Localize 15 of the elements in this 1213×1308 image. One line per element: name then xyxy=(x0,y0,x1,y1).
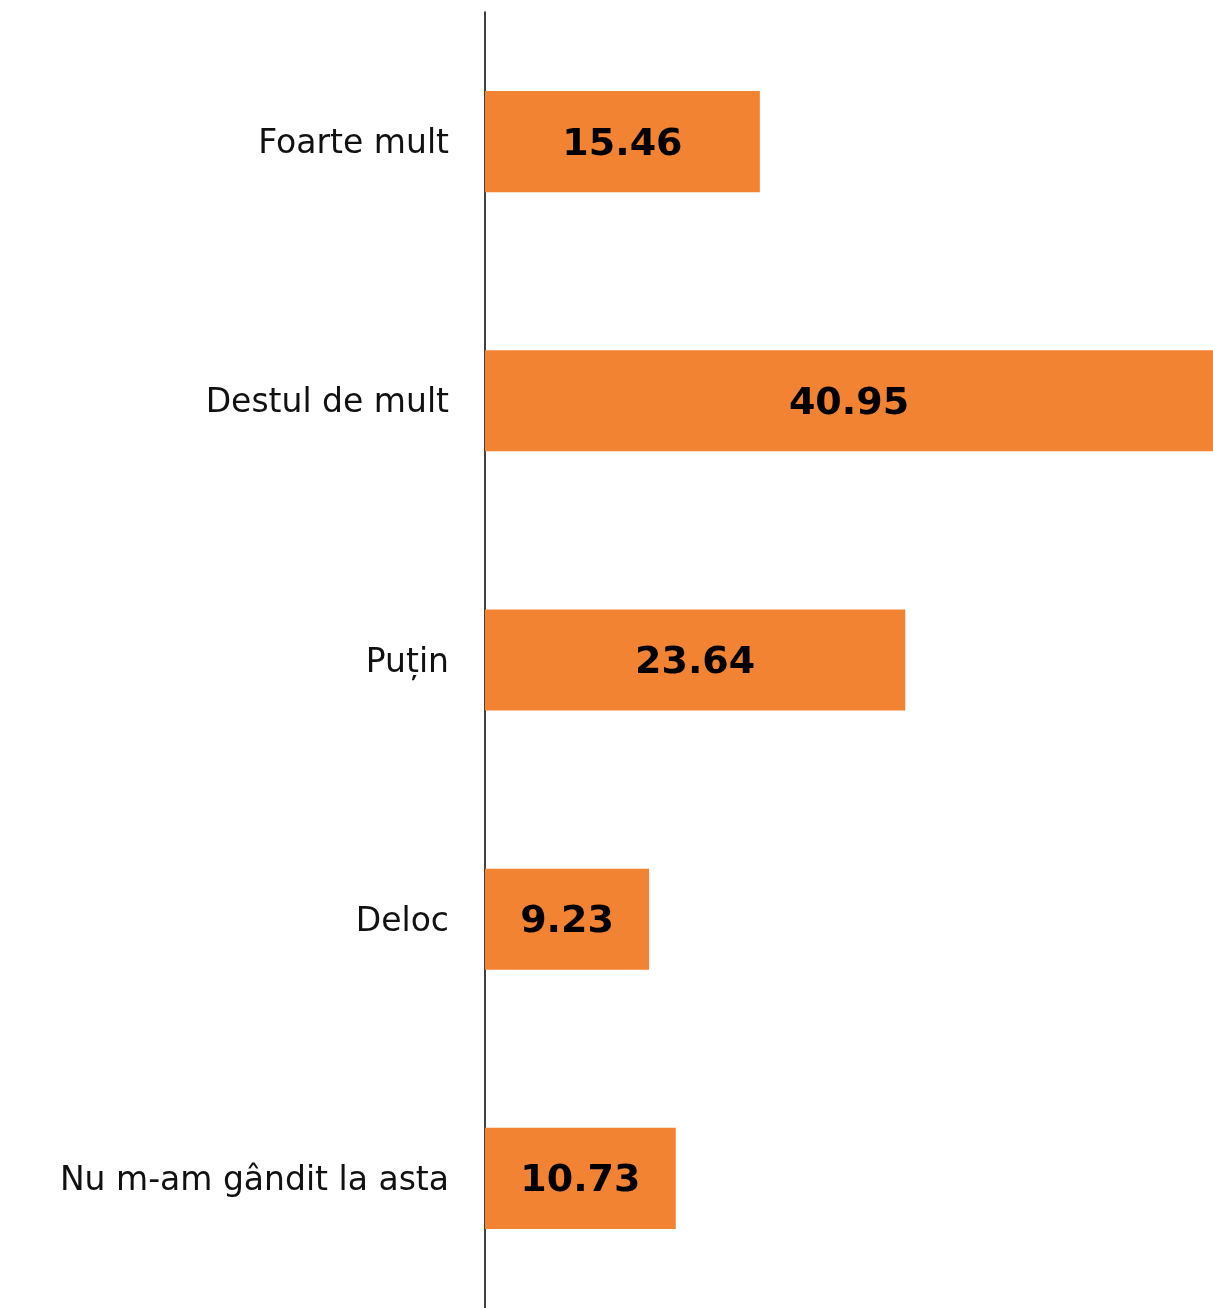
y-tick-label: Puțin xyxy=(365,640,449,681)
bar xyxy=(485,1127,676,1229)
bar xyxy=(485,868,650,970)
y-tick-label: Destul de mult xyxy=(205,381,450,421)
y-tick-label: Foarte mult xyxy=(258,122,450,162)
data-label: 9.23 xyxy=(520,897,614,942)
y-tick-label: Nu m-am gândit la asta xyxy=(59,1158,449,1198)
data-label: 40.95 xyxy=(788,378,910,423)
data-label: 10.73 xyxy=(520,1156,641,1201)
bar xyxy=(485,91,760,193)
bar xyxy=(485,350,1213,452)
y-tick-label: Deloc xyxy=(355,899,449,939)
data-label: 15.46 xyxy=(562,119,683,164)
data-label: 23.64 xyxy=(635,638,756,682)
bar xyxy=(485,609,906,711)
